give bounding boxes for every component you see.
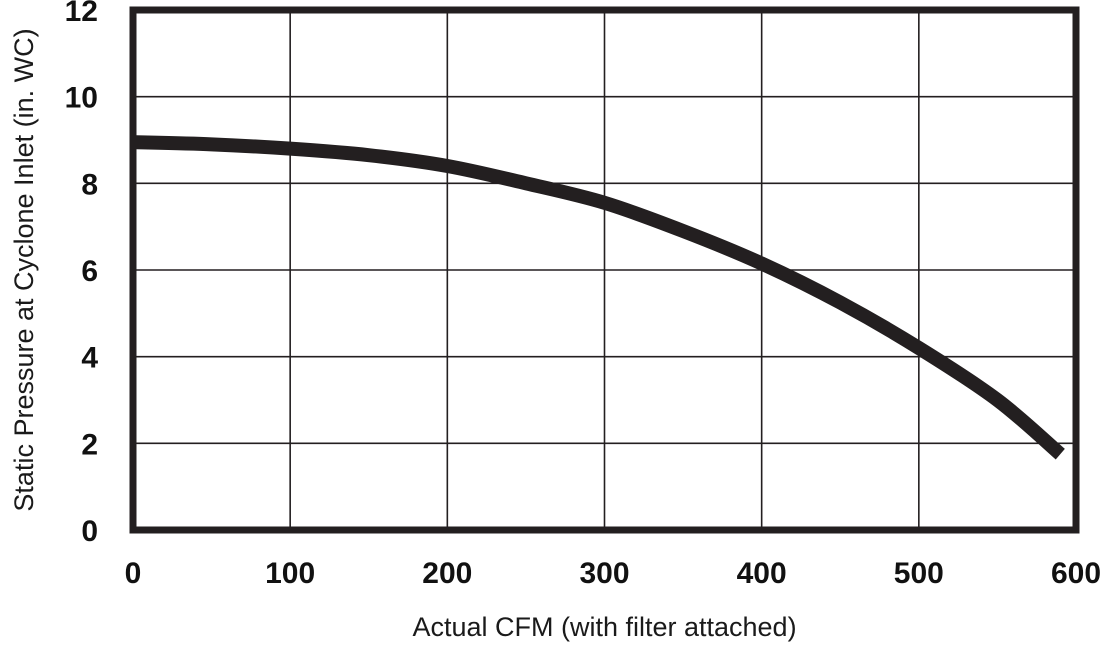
x-tick-label: 0 (125, 557, 142, 590)
x-tick-label: 200 (422, 557, 472, 590)
x-tick-label: 500 (894, 557, 944, 590)
y-tick-label: 0 (81, 515, 98, 548)
y-tick-label: 6 (81, 255, 98, 288)
y-tick-labels: 0 2 4 6 8 10 12 (65, 0, 99, 548)
series-line (132, 135, 1065, 460)
series-layer (132, 135, 1065, 460)
y-tick-label: 12 (65, 0, 98, 28)
y-tick-label: 2 (81, 428, 98, 461)
x-axis-title: Actual CFM (with filter attached) (412, 612, 796, 642)
y-tick-label: 8 (81, 168, 98, 201)
x-tick-label: 300 (579, 557, 629, 590)
x-tick-label: 400 (737, 557, 787, 590)
x-tick-labels: 0 100 200 300 400 500 600 (125, 557, 1101, 590)
x-tick-label: 600 (1051, 557, 1101, 590)
y-axis-title: Static Pressure at Cyclone Inlet (in. WC… (9, 28, 39, 511)
y-tick-label: 4 (81, 342, 98, 375)
grid (133, 10, 1076, 530)
y-tick-label: 10 (65, 82, 98, 115)
plot-frame (129, 6, 1080, 534)
x-tick-label: 100 (265, 557, 315, 590)
